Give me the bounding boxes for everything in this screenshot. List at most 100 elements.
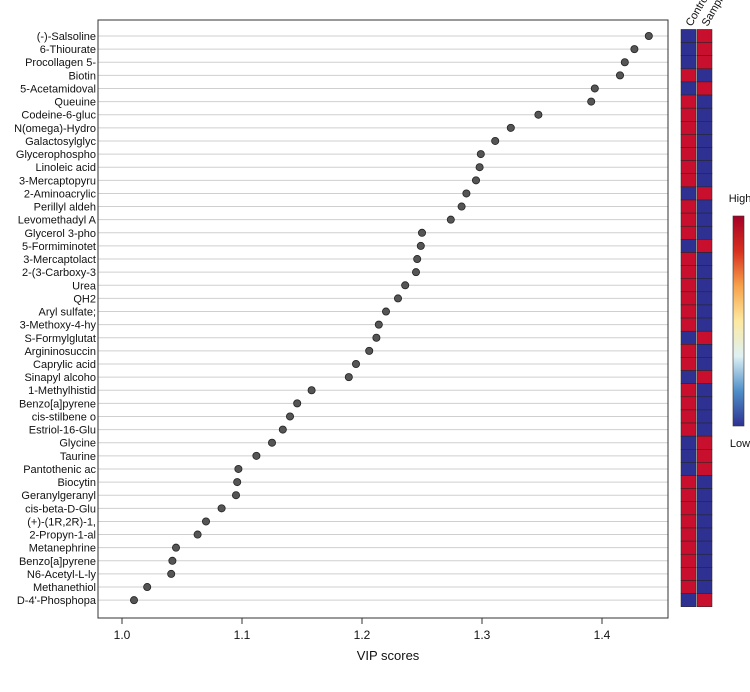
y-tick-label: Sinapyl alcoho [24, 372, 96, 384]
data-point [644, 32, 653, 41]
data-point [168, 556, 177, 565]
heatmap-cell [680, 370, 697, 384]
heatmap-cell [680, 304, 697, 319]
x-tick-label: 1.4 [594, 628, 611, 642]
data-point [231, 491, 240, 500]
heatmap-cell [696, 186, 713, 201]
heatmap-cell [680, 160, 697, 175]
heatmap-cell [696, 330, 713, 345]
data-point [616, 71, 625, 80]
data-point [143, 583, 152, 592]
data-point [401, 281, 410, 290]
data-point [372, 333, 381, 342]
data-point [416, 241, 425, 250]
y-tick-label: Glycerol 3-pho [24, 228, 96, 240]
data-point [620, 58, 629, 67]
heatmap-cell [696, 81, 713, 96]
heatmap-cell [696, 29, 713, 43]
data-point [171, 543, 180, 552]
heatmap-cell [680, 475, 697, 489]
heatmap-cell [680, 383, 697, 398]
heatmap-cell [696, 422, 713, 437]
heatmap-cell [696, 357, 713, 371]
y-tick-label: 1-Methylhistid [28, 385, 96, 397]
heatmap-cell [696, 409, 713, 424]
heatmap-cell [680, 462, 697, 476]
data-point [293, 399, 302, 408]
heatmap-cell [680, 330, 697, 345]
x-axis: 1.0 1.1 1.2 1.3 1.4 [114, 618, 611, 642]
y-tick-label: Urea [72, 280, 97, 292]
data-point [587, 97, 596, 106]
heatmap-cell [680, 580, 697, 594]
data-point [365, 346, 374, 355]
heatmap-cell [680, 186, 697, 201]
data-point [267, 438, 276, 447]
heatmap-cell [696, 475, 713, 489]
y-tick-label: Argininosuccin [24, 346, 96, 358]
heatmap-cell [680, 593, 697, 607]
heatmap-cell [680, 278, 697, 293]
x-tick-label: 1.2 [354, 628, 371, 642]
heatmap-cell [680, 567, 697, 581]
data-points [129, 32, 653, 605]
heatmap-cell [680, 357, 697, 371]
heatmap-cell [680, 173, 697, 188]
heatmap-cell [696, 501, 713, 516]
heatmap-cell [696, 252, 713, 266]
y-tick-label: S-Formylglutat [24, 333, 96, 345]
heatmap-cell [696, 42, 713, 56]
heatmap-cell [680, 199, 697, 214]
legend-low-label: Low [730, 438, 750, 450]
y-tick-label: Glycerophospho [16, 149, 96, 161]
heatmap-cell [696, 265, 713, 279]
y-tick-label: N6-Acetyl-L-ly [27, 569, 97, 581]
y-tick-label: Glycine [59, 438, 96, 450]
heatmap-cell [680, 107, 697, 122]
y-tick-label: Galactosylglyc [25, 136, 96, 148]
data-point [278, 425, 287, 434]
heatmap-cell [680, 94, 697, 109]
heatmap-cell [680, 239, 697, 253]
y-tick-label: Methanethiol [33, 582, 96, 594]
heatmap-cell [680, 344, 697, 358]
heatmap-cell [696, 593, 713, 607]
y-tick-label: Benzo[a]pyrene [19, 398, 96, 410]
x-axis-label: VIP scores [357, 648, 420, 663]
data-point [590, 84, 599, 93]
heatmap-cell [680, 396, 697, 411]
data-point [193, 530, 202, 539]
heatmap-cell [696, 160, 713, 175]
heatmap-cell [680, 422, 697, 437]
data-point [233, 478, 242, 487]
y-tick-label: 5-Formiminotet [22, 241, 96, 253]
heatmap-cell [696, 553, 713, 568]
heatmap-cell [680, 265, 697, 279]
y-tick-label: Levomethadyl A [18, 215, 97, 227]
x-tick-label: 1.1 [234, 628, 251, 642]
data-point [234, 464, 243, 473]
heatmap-cell [680, 501, 697, 516]
data-point [630, 45, 639, 54]
heatmap-cell [696, 580, 713, 594]
heatmap-cell [680, 29, 697, 43]
data-point [285, 412, 294, 421]
heatmap-cell [696, 370, 713, 384]
heatmap-cell [696, 173, 713, 188]
heatmap-cell [696, 344, 713, 358]
data-point [471, 176, 480, 185]
heatmap-cell [680, 55, 697, 70]
y-tick-label: Perillyl aldeh [34, 202, 96, 214]
y-tick-label: cis-beta-D-Glu [25, 503, 96, 515]
heatmap-cell [696, 107, 713, 122]
heatmap-cell [696, 317, 713, 332]
y-tick-label: D-4'-Phosphopa [17, 595, 97, 607]
heatmap-cell [696, 199, 713, 214]
y-tick-label: 3-Mercaptopyru [19, 175, 96, 187]
heatmap-cell [696, 304, 713, 319]
y-tick-label: 5-Acetamidoval [20, 83, 96, 95]
y-tick-label: Codeine-6-gluc [21, 110, 96, 122]
y-tick-label: Taurine [60, 451, 96, 463]
data-point [411, 268, 420, 277]
